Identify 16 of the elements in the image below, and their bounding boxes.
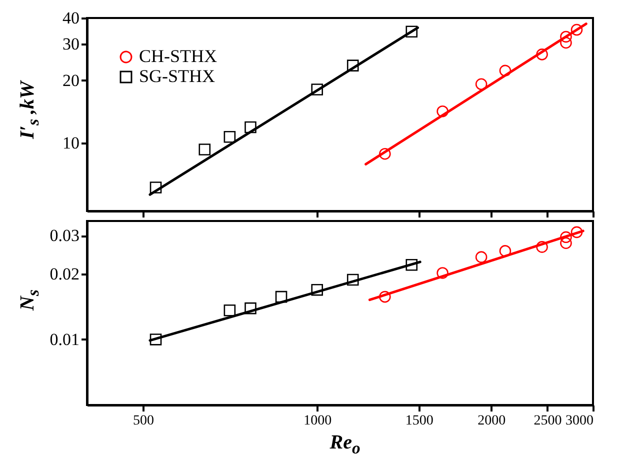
y-tick-label: 0.03 <box>50 226 80 246</box>
x-axis-title: Re$_{o}$ <box>330 432 360 458</box>
y-tick-label: 0.02 <box>50 264 80 284</box>
y-tick-label: 0.01 <box>50 330 80 349</box>
y-tick-label: 40 <box>62 8 80 28</box>
x-tick-label: 1500 <box>405 414 434 428</box>
x-tick-label: 2500 <box>534 414 562 428</box>
y-tick-label: 30 <box>62 34 80 54</box>
legend-label: SG-STHX <box>139 66 216 86</box>
x-tick-label: 3000 <box>566 414 594 428</box>
x-tick-label: 1000 <box>304 414 332 428</box>
y-tick-label: 10 <box>62 133 80 152</box>
x-tick-label: 500 <box>133 414 154 428</box>
legend-label: CH-STHX <box>139 46 218 66</box>
x-tick-label: 2000 <box>478 414 506 428</box>
y-tick-label: 20 <box>62 70 80 90</box>
